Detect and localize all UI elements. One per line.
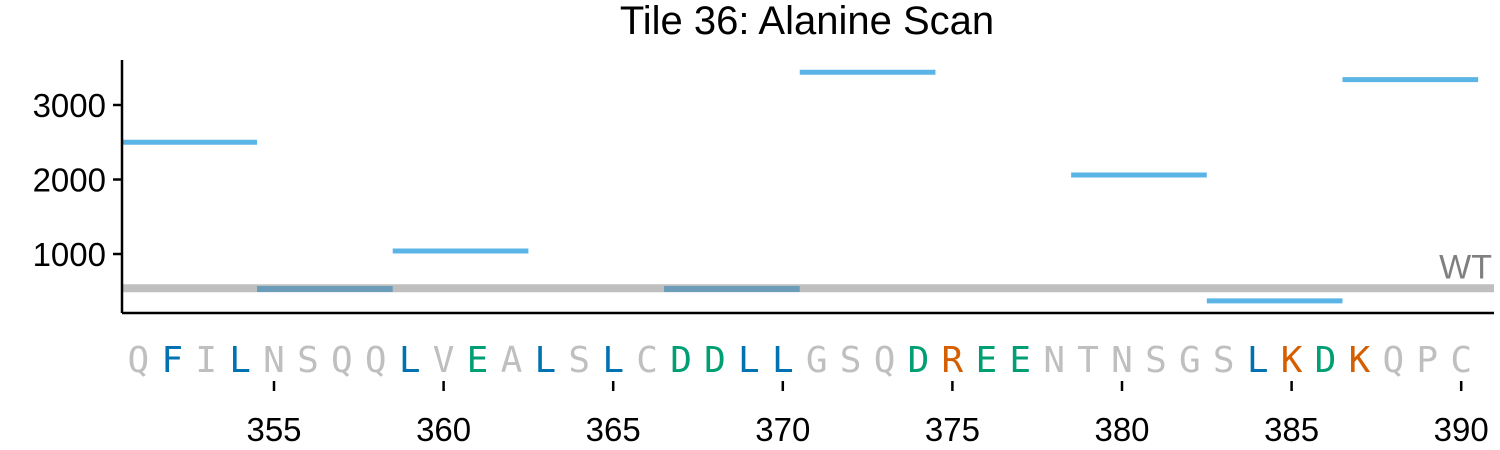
residue-381: S — [1145, 340, 1167, 381]
residue-375: R — [942, 340, 964, 381]
residue-380: N — [1111, 340, 1133, 381]
residue-356: S — [297, 340, 319, 381]
residue-354: L — [229, 340, 251, 381]
segments-layer — [122, 69, 1479, 304]
residue-383: S — [1213, 340, 1235, 381]
axes-layer: 1000 2000 3000 355 360 365 370 375 380 385 390 — [33, 60, 1494, 448]
residue-373: Q — [874, 340, 896, 381]
residue-360: V — [433, 340, 455, 381]
residue-353: I — [195, 340, 217, 381]
residue-376: E — [975, 340, 997, 381]
x-tick-label-390: 390 — [1434, 411, 1489, 448]
residue-358: Q — [365, 340, 387, 381]
residue-365: L — [602, 340, 624, 381]
residue-367: D — [670, 340, 692, 381]
residue-355: N — [263, 340, 285, 381]
residue-388: Q — [1383, 340, 1405, 381]
residue-372: S — [840, 340, 862, 381]
residue-352: F — [161, 340, 183, 381]
wt-layer: WT — [122, 248, 1494, 293]
residue-361: E — [467, 340, 489, 381]
x-tick-label-385: 385 — [1264, 411, 1319, 448]
x-tick-label-365: 365 — [586, 411, 641, 448]
residue-389: P — [1416, 340, 1438, 381]
x-tick-label-380: 380 — [1094, 411, 1149, 448]
residue-370: L — [772, 340, 794, 381]
residue-390: C — [1450, 340, 1472, 381]
residue-387: K — [1349, 340, 1371, 381]
y-tick-label-3000: 3000 — [33, 87, 106, 124]
residue-363: L — [535, 340, 557, 381]
residue-369: L — [738, 340, 760, 381]
residue-385: K — [1281, 340, 1303, 381]
x-tick-label-375: 375 — [925, 411, 980, 448]
residue-374: D — [908, 340, 930, 381]
residue-377: E — [1009, 340, 1031, 381]
residue-368: D — [704, 340, 726, 381]
residue-379: T — [1077, 340, 1099, 381]
residue-359: L — [399, 340, 421, 381]
residue-362: A — [501, 340, 523, 381]
y-tick-label-2000: 2000 — [33, 162, 106, 199]
residue-378: N — [1043, 340, 1065, 381]
residue-384: L — [1247, 340, 1269, 381]
residue-366: C — [636, 340, 658, 381]
x-tick-label-370: 370 — [755, 411, 810, 448]
chart-title: Tile 36: Alanine Scan — [620, 0, 994, 43]
y-tick-label-1000: 1000 — [33, 236, 106, 273]
x-tick-label-360: 360 — [416, 411, 471, 448]
x-tick-label-355: 355 — [246, 411, 301, 448]
residue-364: S — [568, 340, 590, 381]
residue-386: D — [1315, 340, 1337, 381]
residue-357: Q — [331, 340, 353, 381]
residue-371: G — [806, 340, 828, 381]
residue-382: G — [1179, 340, 1201, 381]
residue-351: Q — [127, 340, 149, 381]
wt-label: WT — [1439, 248, 1492, 286]
